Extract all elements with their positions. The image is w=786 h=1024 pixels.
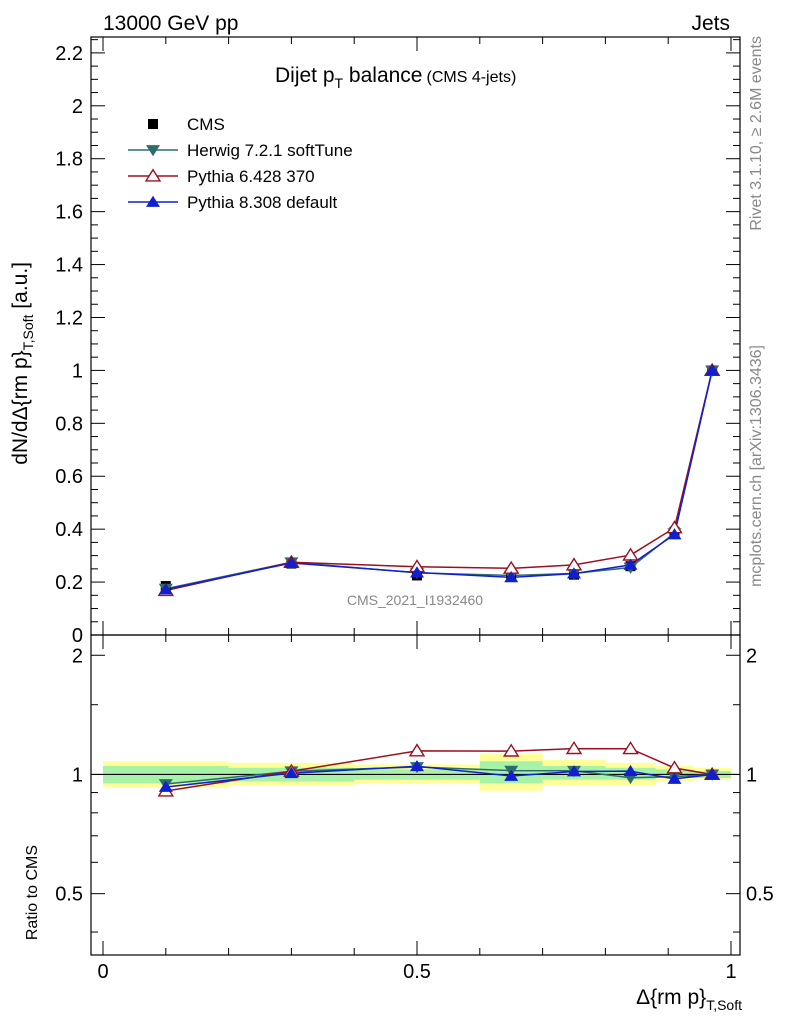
y-tick-label: 1.4	[55, 255, 83, 277]
series-point-2	[504, 571, 519, 583]
y-tick-label: 0.8	[55, 413, 83, 435]
legend-marker	[146, 145, 160, 157]
y-tick-label: 0	[72, 625, 83, 647]
series-point-2	[667, 528, 682, 540]
ratio-point-1	[565, 740, 583, 755]
ratio-tick-label-right: 1	[746, 764, 757, 786]
ratio-tick-label: 2	[72, 645, 83, 667]
ratio-point-2	[284, 766, 299, 779]
ratio-point-2	[705, 768, 720, 780]
x-axis-label: Δ{rm p}T,Soft	[636, 986, 742, 1013]
ratio-tick-label-right: 2	[746, 645, 757, 667]
ratio-tick-label-right: 0.5	[746, 884, 774, 906]
legend-label: Pythia 6.428 370	[187, 167, 315, 186]
legend-label: Pythia 8.308 default	[187, 193, 338, 212]
ratio-point-2	[410, 759, 424, 772]
series-point-2	[284, 556, 299, 568]
series-point-2	[567, 567, 581, 579]
x-tick-label: 0	[97, 961, 108, 983]
rivet-label: Rivet 3.1.10, ≥ 2.6M events	[748, 36, 765, 231]
y-tick-label: 2	[72, 96, 83, 118]
y-tick-label: 0.4	[55, 519, 83, 541]
series-point-2	[623, 558, 638, 570]
legend-marker	[144, 168, 162, 182]
y-axis-label-main: dN/dΔ{rm p}	[9, 350, 32, 464]
ratio-point-1	[622, 741, 639, 755]
ratio-point-2	[504, 769, 519, 781]
y-tick-label: 0.6	[55, 466, 83, 488]
legend-marker	[146, 195, 160, 207]
y-axis-label-sub: T,Soft	[20, 314, 36, 350]
series-markers	[157, 362, 721, 797]
series-point-1	[622, 547, 639, 561]
x-tick-label: 1	[725, 961, 736, 983]
legend-label: CMS	[187, 115, 225, 134]
legend-label: Herwig 7.2.1 softTune	[187, 141, 353, 160]
series-line-2	[165, 370, 713, 591]
ratio-tick-label: 1	[72, 764, 83, 786]
ratio-point-2	[623, 764, 638, 777]
plot-frames	[90, 36, 741, 956]
ratio-point-2	[158, 780, 173, 792]
y-tick-label: 1.8	[55, 149, 83, 171]
ratio-point-1	[408, 743, 426, 757]
ratio-axis-label: Ratio to CMS	[24, 845, 41, 940]
ratio-point-1	[502, 743, 520, 757]
x-axis-label-main: Δ{rm p}	[636, 986, 706, 1009]
x-axis-label-sub: T,Soft	[706, 997, 742, 1013]
title-main: Dijet p	[275, 64, 335, 87]
header-right: Jets	[691, 12, 730, 35]
series-point-2	[410, 566, 424, 578]
y-tick-label: 0.2	[55, 572, 83, 594]
series-point-2	[158, 583, 173, 595]
y-tick-label: 1.2	[55, 307, 83, 329]
y-tick-label: 1	[72, 360, 83, 382]
ratio-tick-label: 0.5	[55, 884, 83, 906]
axis-ticks: 0 0.5 1 0 0.2 0.4 0.6 0.8 1 1.2 1.4 1.6 1.8 2 2.2 0.5 0.…	[55, 37, 774, 983]
title-sub: T	[335, 75, 344, 91]
legend: CMS Herwig 7.2.1 softTune Pythia 6.428 370…	[128, 115, 353, 212]
watermark: CMS_2021_I1932460	[347, 592, 483, 608]
y-axis-label: dN/dΔ{rm p}T,Soft [a.u.]	[9, 262, 36, 465]
legend-marker	[148, 119, 158, 129]
ratio-line-2	[165, 765, 713, 788]
ratio-point-2	[667, 772, 682, 784]
y-tick-label: 1.6	[55, 202, 83, 224]
series-lines	[165, 370, 713, 792]
header-left: 13000 GeV pp	[103, 12, 238, 35]
title-rest: balance	[343, 64, 422, 87]
mcplots-label: mcplots.cern.ch [arXiv:1306.3436]	[748, 345, 765, 587]
series-point-2	[705, 364, 720, 376]
y-axis-label-unit: [a.u.]	[9, 262, 32, 315]
chart-title: Dijet pT balance (CMS 4-jets)	[275, 64, 516, 91]
ratio-line-1	[165, 747, 713, 792]
ratio-line-0	[165, 766, 713, 785]
y-tick-label: 2.2	[55, 43, 83, 65]
title-small: (CMS 4-jets)	[427, 69, 517, 86]
ratio-plot-frame	[90, 634, 741, 956]
ratio-point-2	[567, 765, 581, 777]
x-tick-label: 0.5	[403, 961, 431, 983]
